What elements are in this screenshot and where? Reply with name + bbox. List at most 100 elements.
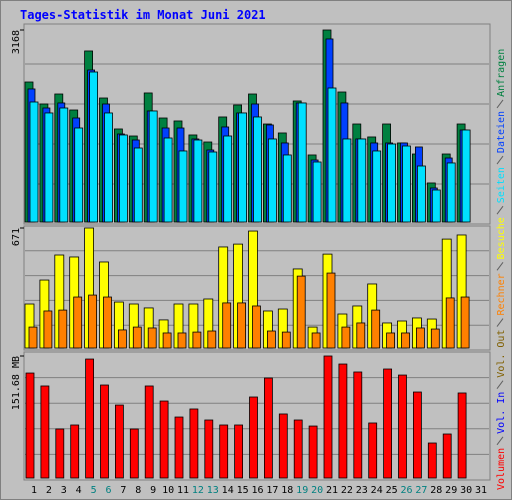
bar xyxy=(311,332,321,349)
bar xyxy=(28,326,38,349)
bar xyxy=(252,305,261,349)
bar xyxy=(372,150,382,223)
y-tick-label: 151.68 MB xyxy=(11,356,22,410)
legend-entry: Seiten xyxy=(496,167,507,203)
x-tick-label: 11 xyxy=(177,485,189,496)
bar xyxy=(267,138,277,223)
x-tick-label: 12 xyxy=(192,485,204,496)
x-tick-label: 13 xyxy=(207,485,219,496)
x-tick-label: 8 xyxy=(135,485,141,496)
bar xyxy=(457,392,467,479)
x-tick-label: 16 xyxy=(251,485,263,496)
x-tick-label: 20 xyxy=(311,485,323,496)
x-tick-label: 7 xyxy=(120,485,126,496)
bar xyxy=(356,322,366,349)
bar xyxy=(144,385,154,479)
bar xyxy=(371,309,381,349)
x-tick-label: 29 xyxy=(445,485,457,496)
bar xyxy=(368,422,378,479)
bar xyxy=(237,302,247,349)
bar xyxy=(193,139,203,223)
bar xyxy=(445,297,455,349)
bar xyxy=(323,355,333,479)
bar xyxy=(297,102,307,223)
x-tick-label: 17 xyxy=(266,485,278,496)
bar xyxy=(163,137,173,223)
legend-entry: Vol. In xyxy=(496,392,507,434)
bar xyxy=(74,127,84,223)
bar xyxy=(263,377,273,479)
legend-entry: Anfragen xyxy=(496,49,507,97)
bar xyxy=(159,400,169,479)
legend-separator xyxy=(496,262,504,271)
x-tick-label: 18 xyxy=(281,485,293,496)
bar xyxy=(204,419,214,479)
x-tick-label: 23 xyxy=(356,485,368,496)
bar xyxy=(25,372,35,479)
bar xyxy=(416,165,426,223)
bar xyxy=(100,384,109,479)
bar xyxy=(398,374,407,479)
bar xyxy=(147,327,157,349)
bar xyxy=(402,145,411,223)
bar xyxy=(129,428,139,479)
bar xyxy=(353,371,363,479)
bar xyxy=(115,404,124,479)
x-tick-label: 9 xyxy=(150,485,156,496)
x-tick-label: 19 xyxy=(296,485,308,496)
bar xyxy=(327,87,337,223)
bar xyxy=(383,368,393,479)
x-tick-label: 2 xyxy=(46,485,52,496)
bar xyxy=(431,189,441,223)
bar xyxy=(412,391,422,479)
bar xyxy=(338,363,348,479)
legend-entry: Rechner xyxy=(496,273,507,315)
legend-entry: Dateien xyxy=(496,111,507,153)
x-tick-label: 10 xyxy=(162,485,174,496)
bar xyxy=(357,138,367,223)
bar xyxy=(293,419,303,479)
x-tick-label: 6 xyxy=(105,485,111,496)
x-tick-label: 26 xyxy=(400,485,412,496)
bar xyxy=(132,326,142,349)
x-tick-label: 15 xyxy=(237,485,249,496)
x-tick-label: 31 xyxy=(475,485,487,496)
legend-separator xyxy=(496,318,504,327)
bar xyxy=(342,138,352,223)
bar xyxy=(460,296,470,349)
x-tick-label: 30 xyxy=(460,485,472,496)
bar xyxy=(208,151,218,223)
legend-separator xyxy=(496,436,504,446)
legend-separator xyxy=(496,205,504,215)
bar xyxy=(44,112,54,223)
bar xyxy=(446,162,456,223)
bar xyxy=(189,408,199,479)
bar xyxy=(312,161,322,223)
x-tick-label: 4 xyxy=(76,485,82,496)
bar xyxy=(192,331,202,349)
bar xyxy=(253,116,262,223)
x-tick-label: 21 xyxy=(326,485,338,496)
bar xyxy=(177,332,187,349)
x-tick-label: 28 xyxy=(430,485,442,496)
legend-entry: Volumen xyxy=(496,448,507,490)
bar xyxy=(308,425,318,479)
bar xyxy=(85,358,94,479)
bar xyxy=(43,310,53,349)
legend-separator xyxy=(496,99,504,109)
bar xyxy=(442,433,452,479)
bar xyxy=(341,326,351,349)
bar xyxy=(326,272,336,349)
bar xyxy=(281,331,291,349)
bar xyxy=(29,101,39,223)
x-tick-label: 27 xyxy=(415,485,427,496)
bar xyxy=(401,332,410,349)
bar xyxy=(238,112,248,223)
bar xyxy=(278,413,288,479)
y-tick-label: 3168 xyxy=(11,30,22,54)
legend-entry: Vol. Out xyxy=(496,330,507,378)
bar xyxy=(427,442,437,479)
bar xyxy=(40,385,50,479)
